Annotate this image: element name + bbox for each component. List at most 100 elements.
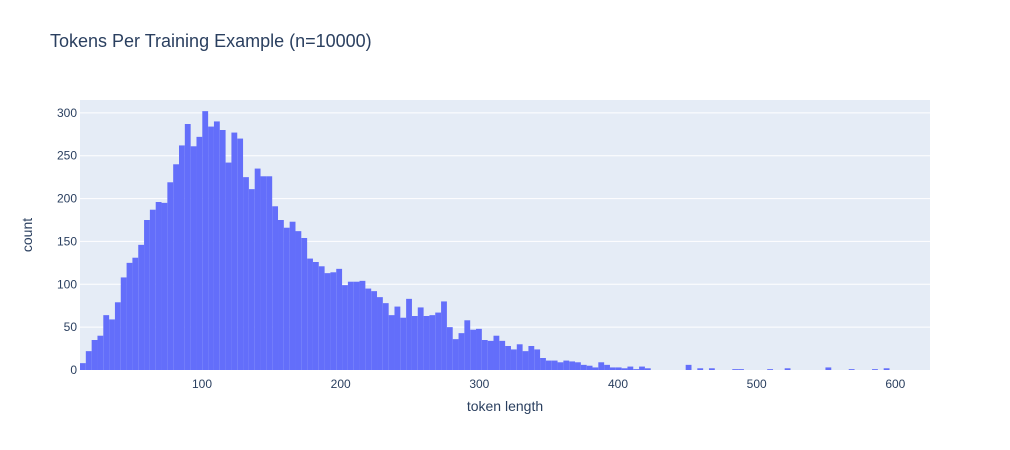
histogram-bar — [184, 124, 191, 370]
histogram-bar — [272, 206, 279, 370]
histogram-bar — [382, 303, 389, 370]
x-tick-label: 100 — [192, 377, 212, 391]
histogram-bar — [825, 367, 832, 370]
histogram-bar — [516, 344, 523, 370]
histogram-bar — [429, 315, 436, 370]
histogram-bar — [551, 360, 558, 370]
histogram-bar — [179, 145, 185, 370]
histogram-bar — [91, 340, 98, 370]
histogram-bar — [435, 312, 442, 370]
histogram-bar — [324, 273, 331, 370]
histogram-bar — [318, 266, 325, 370]
histogram-bar — [138, 244, 145, 370]
histogram-bar — [365, 288, 372, 370]
histogram-bar — [161, 202, 168, 370]
histogram-bar — [231, 132, 238, 370]
histogram-bar — [487, 340, 494, 370]
y-tick-label: 150 — [57, 234, 77, 248]
histogram-bar — [97, 335, 104, 370]
histogram-bar — [208, 126, 214, 370]
histogram-bar — [493, 335, 500, 370]
histogram-bar — [219, 130, 226, 370]
histogram-bar — [505, 346, 511, 370]
histogram-bar — [283, 227, 290, 370]
histogram-bar — [615, 367, 622, 370]
histogram-bar — [609, 367, 616, 370]
histogram-bar — [441, 301, 447, 370]
histogram-bar — [167, 182, 174, 370]
histogram-bar — [604, 364, 610, 370]
histogram-bar — [406, 298, 412, 370]
y-tick-label: 250 — [57, 149, 77, 163]
x-tick-label: 500 — [747, 377, 767, 391]
histogram-bar — [120, 277, 127, 370]
histogram-bar — [155, 202, 162, 370]
histogram-bar — [534, 349, 541, 370]
histogram-bar — [307, 258, 313, 370]
histogram-bar — [103, 315, 110, 370]
histogram-bar — [423, 316, 430, 370]
histogram-bar — [359, 280, 366, 370]
histogram-bar — [621, 368, 628, 370]
histogram-bar — [563, 360, 570, 370]
histogram-bar — [685, 364, 692, 370]
histogram-bar — [569, 361, 576, 370]
histogram-bar — [528, 346, 535, 370]
histogram-bar — [499, 340, 506, 370]
histogram-bar — [353, 281, 360, 370]
histogram-bar — [342, 285, 348, 370]
histogram-bar — [446, 327, 453, 370]
histogram-bar — [109, 319, 115, 370]
histogram-bar — [708, 368, 715, 370]
histogram-bar — [586, 365, 593, 370]
y-axis-ticks: 0 50 100 150 200 250 300 — [57, 106, 77, 377]
histogram-bar — [312, 262, 319, 370]
histogram-bar — [266, 176, 273, 370]
histogram-bar — [260, 176, 267, 370]
histogram-bar — [476, 328, 482, 370]
y-tick-label: 50 — [64, 320, 78, 334]
histogram-bar — [697, 368, 704, 370]
histogram-bar — [295, 231, 302, 370]
histogram-bar — [598, 362, 605, 370]
histogram-bar — [545, 360, 552, 370]
histogram-bar — [289, 221, 296, 370]
histogram-bar — [452, 339, 459, 370]
histogram-bar — [225, 162, 232, 370]
histogram-bar — [458, 333, 465, 370]
y-tick-label: 0 — [70, 363, 77, 377]
histogram-bar — [243, 177, 249, 370]
histogram-bar — [767, 369, 774, 370]
histogram-bar — [411, 316, 418, 370]
histogram-bar — [80, 363, 86, 370]
y-tick-label: 300 — [57, 106, 77, 120]
x-tick-label: 300 — [469, 377, 489, 391]
histogram-bar — [144, 220, 150, 370]
histogram-bar — [126, 262, 133, 370]
histogram-bar — [85, 351, 92, 370]
histogram-bar — [377, 297, 383, 370]
histogram-bar — [336, 268, 343, 370]
histogram-bar — [848, 369, 855, 370]
histogram-bar — [278, 220, 284, 370]
histogram-bar — [254, 168, 261, 370]
histogram-bar — [575, 362, 581, 370]
histogram-bar — [301, 238, 308, 370]
histogram-bar — [213, 121, 220, 371]
histogram-bar — [470, 329, 477, 370]
histogram-bar — [330, 272, 337, 370]
x-tick-label: 200 — [331, 377, 351, 391]
bars — [80, 111, 890, 371]
histogram-bar — [149, 209, 156, 370]
histogram-bar — [237, 138, 244, 370]
histogram-bar — [464, 320, 471, 370]
histogram-bar — [481, 340, 488, 370]
histogram-bar — [872, 369, 878, 370]
histogram-bar — [540, 358, 546, 370]
x-axis-label: token length — [467, 398, 543, 414]
x-tick-label: 400 — [608, 377, 628, 391]
histogram-bar — [394, 306, 401, 370]
histogram-bar — [347, 281, 354, 370]
histogram-bar — [522, 351, 529, 370]
